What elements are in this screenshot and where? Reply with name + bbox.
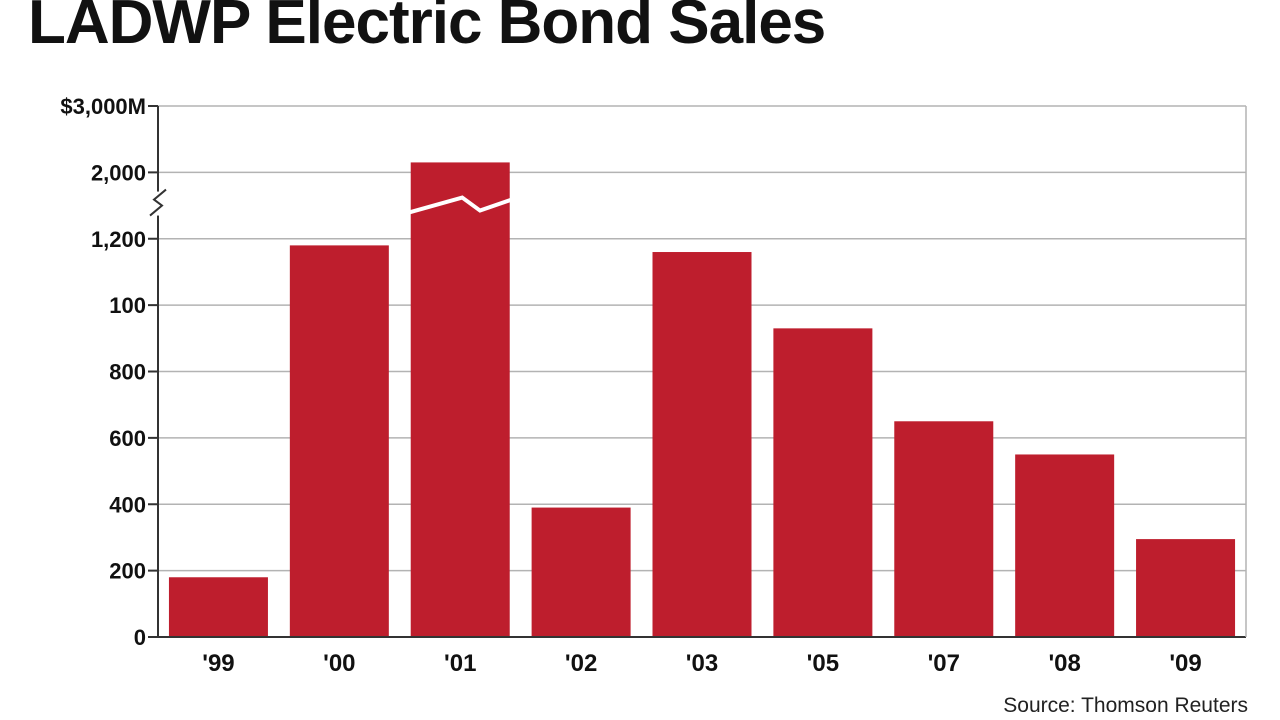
bar (168, 577, 268, 637)
x-tick-label: '01 (444, 650, 476, 677)
bar (531, 507, 631, 637)
source-note: Source: Thomson Reuters (1003, 694, 1248, 717)
bar (410, 162, 510, 637)
x-tick-label: '07 (928, 650, 960, 677)
x-tick-label: '99 (202, 650, 234, 677)
x-tick-label: '08 (1048, 650, 1080, 677)
y-tick-label: 100 (109, 293, 146, 318)
y-tick-label: $3,000M (60, 94, 146, 119)
x-tick-label: '05 (807, 650, 839, 677)
bar (1015, 454, 1115, 637)
bars (168, 162, 1236, 637)
y-tick-labels: 0 200 400 600 800 100 1,200 2,000 $3,000M (60, 94, 146, 650)
bar (289, 245, 389, 637)
axes (148, 105, 1247, 638)
x-tick-labels: '99 '00 '01 '02 '03 '05 '07 '08 '09 (202, 650, 1202, 677)
bar (894, 421, 994, 637)
y-tick-label: 2,000 (91, 160, 146, 185)
bar (773, 328, 873, 637)
bar (652, 252, 752, 637)
x-tick-label: '03 (686, 650, 718, 677)
chart-title: LADWP Electric Bond Sales (28, 0, 826, 57)
axis-break-mark (149, 188, 167, 217)
y-tick-label: 0 (134, 625, 146, 650)
y-tick-label: 200 (109, 559, 146, 584)
x-tick-label: '02 (565, 650, 597, 677)
bar (1136, 539, 1236, 637)
x-tick-label: '09 (1169, 650, 1201, 677)
x-tick-label: '00 (323, 650, 355, 677)
y-tick-label: 1,200 (91, 227, 146, 252)
y-tick-label: 600 (109, 426, 146, 451)
bar-break-mark (408, 195, 513, 215)
y-tick-label: 400 (109, 492, 146, 517)
y-tick-label: 800 (109, 360, 146, 385)
